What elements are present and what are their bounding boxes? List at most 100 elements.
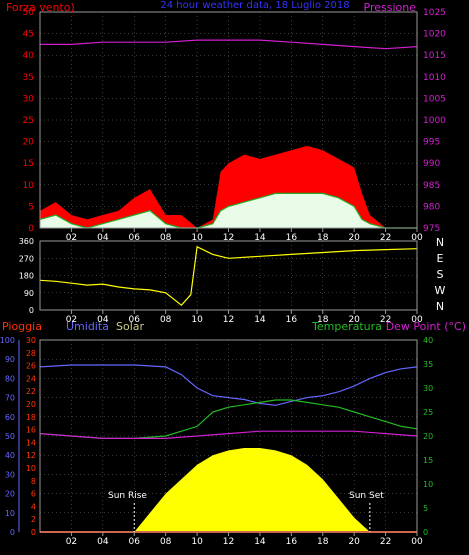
direction-panel-x-tick-label: 16 xyxy=(286,315,298,325)
humidity-axis-tick-label: 60 xyxy=(5,413,15,422)
pressure-axis-tick-label: 1000 xyxy=(423,116,446,126)
pressure-axis-tick-label: 985 xyxy=(423,181,440,191)
wind-axis-tick-label: 10 xyxy=(23,181,35,191)
humidity-line xyxy=(39,364,418,406)
dew-point-label: Dew Point (°C) xyxy=(386,320,466,333)
temperature-axis-tick-label: 35 xyxy=(423,360,433,369)
rain-axis-tick-label: 30 xyxy=(26,336,36,345)
direction-axis-tick-label: 0 xyxy=(29,306,34,315)
rain-label: Pioggia xyxy=(2,320,42,333)
pressure-axis-tick-label: 990 xyxy=(423,159,440,169)
rain-axis-tick-label: 16 xyxy=(26,426,36,435)
humidity-axis-tick-label: 40 xyxy=(5,451,15,460)
sensors-panel-x-tick-label: 02 xyxy=(66,537,77,547)
rain-axis-tick-label: 0 xyxy=(31,528,36,537)
direction-panel-x-tick-label: 14 xyxy=(254,315,266,325)
wind-axis-tick-label: 35 xyxy=(23,73,34,83)
sensors-panel-x-tick-label: 22 xyxy=(380,537,391,547)
rain-axis-tick-label: 20 xyxy=(26,400,36,409)
direction-panel-x-tick-label: 18 xyxy=(317,315,329,325)
wind-axis-tick-label: 45 xyxy=(23,30,34,40)
sensors-panel-x-tick-label: 14 xyxy=(254,537,266,547)
sensors-panel-x-tick-label: 04 xyxy=(97,537,109,547)
temperature-axis-tick-label: 10 xyxy=(423,480,433,489)
wind-axis-tick-label: 30 xyxy=(23,94,35,104)
direction-axis-tick-label: 270 xyxy=(19,254,34,263)
wind-fill-area xyxy=(40,193,417,228)
direction-panel-x-tick-label: 08 xyxy=(160,315,172,325)
temperature-axis-tick-label: 15 xyxy=(423,456,433,465)
direction-panel-x-tick-label: 00 xyxy=(411,315,423,325)
compass-label: N xyxy=(436,236,444,249)
humidity-axis-tick-label: 20 xyxy=(5,490,15,499)
humidity-axis-tick-label: 80 xyxy=(5,374,15,383)
rain-axis-tick-label: 22 xyxy=(26,387,36,396)
wind-panel-x-tick-label: 20 xyxy=(348,233,360,243)
wind-axis-tick-label: 0 xyxy=(28,224,34,234)
wind-panel-x-tick-label: 08 xyxy=(160,233,172,243)
direction-panel-x-tick-label: 02 xyxy=(66,315,77,325)
wind-axis-tick-label: 25 xyxy=(23,116,34,126)
direction-panel-x-tick-label: 10 xyxy=(191,315,203,325)
rain-axis-tick-label: 4 xyxy=(31,502,36,511)
temperature-axis-tick-label: 25 xyxy=(423,408,433,417)
compass-label: N xyxy=(436,300,444,313)
axes-layer xyxy=(18,11,418,536)
sensors-panel-x-tick-label: 06 xyxy=(129,537,141,547)
wind-panel-x-tick-label: 06 xyxy=(129,233,141,243)
rain-axis-tick-label: 12 xyxy=(26,451,36,460)
wind-axis-label: Forza vento) xyxy=(6,1,75,14)
rain-axis-tick-label: 26 xyxy=(26,362,36,371)
temperature-axis-tick-label: 20 xyxy=(423,432,433,441)
wind-panel-x-tick-label: 00 xyxy=(411,233,423,243)
wind-panel-x-tick-label: 14 xyxy=(254,233,266,243)
rain-axis-tick-label: 28 xyxy=(26,349,36,358)
pressure-axis-label: Pressione xyxy=(364,1,417,14)
temperature-axis-tick-label: 30 xyxy=(423,384,433,393)
rain-axis-tick-label: 24 xyxy=(26,374,36,383)
pressure-axis-tick-label: 1020 xyxy=(423,30,446,40)
labels-layer: 24 hour weather data, 18 Luglio 2018 For… xyxy=(0,0,466,547)
direction-panel-x-tick-label: 04 xyxy=(97,315,109,325)
direction-panel-x-tick-label: 06 xyxy=(129,315,141,325)
rain-axis-tick-label: 6 xyxy=(31,490,36,499)
sensors-panel-x-tick-label: 10 xyxy=(191,537,203,547)
rain-axis-tick-label: 18 xyxy=(26,413,36,422)
pressure-line xyxy=(40,39,418,50)
sun-rise-label: Sun Rise xyxy=(108,491,147,501)
wind-panel-x-tick-label: 22 xyxy=(380,233,391,243)
wind-axis-tick-label: 15 xyxy=(23,159,34,169)
direction-axis-tick-label: 90 xyxy=(24,289,34,298)
sensors-panel-x-tick-label: 08 xyxy=(160,537,172,547)
humidity-axis-tick-label: 90 xyxy=(5,355,15,364)
wind-average-line xyxy=(39,192,417,229)
pressure-axis-tick-label: 1025 xyxy=(423,8,446,18)
sensors-panel-x-tick-label: 16 xyxy=(286,537,298,547)
wind-axis-tick-label: 20 xyxy=(23,138,35,148)
humidity-axis-tick-label: 50 xyxy=(5,432,15,441)
direction-panel-x-tick-label: 20 xyxy=(348,315,360,325)
humidity-axis-tick-label: 30 xyxy=(5,470,15,479)
direction-line xyxy=(39,245,418,307)
compass-label: S xyxy=(437,268,444,281)
humidity-label: Umidita xyxy=(66,320,109,333)
humidity-axis-tick-label: 10 xyxy=(5,509,15,518)
wind-axis-tick-label: 40 xyxy=(23,51,35,61)
direction-axis-tick-label: 360 xyxy=(19,237,34,246)
chart-title: 24 hour weather data, 18 Luglio 2018 xyxy=(160,0,349,11)
compass-label: W xyxy=(435,284,446,297)
pressure-axis-tick-label: 1010 xyxy=(423,73,446,83)
humidity-axis-tick-label: 100 xyxy=(0,336,15,345)
rain-axis-tick-label: 2 xyxy=(31,515,36,524)
sensors-panel-x-tick-label: 12 xyxy=(223,537,234,547)
wind-panel-x-tick-label: 02 xyxy=(66,233,77,243)
temperature-axis-tick-label: 0 xyxy=(423,528,428,537)
pressure-axis-tick-label: 1005 xyxy=(423,94,446,104)
direction-panel-x-tick-label: 12 xyxy=(223,315,234,325)
rain-axis-tick-label: 14 xyxy=(26,438,36,447)
wind-panel-x-tick-label: 12 xyxy=(223,233,234,243)
humidity-axis-tick-label: 70 xyxy=(5,394,15,403)
temperature-label: Temperatura xyxy=(311,320,382,333)
solar-label: Solar xyxy=(116,320,145,333)
wind-panel-x-tick-label: 10 xyxy=(191,233,203,243)
